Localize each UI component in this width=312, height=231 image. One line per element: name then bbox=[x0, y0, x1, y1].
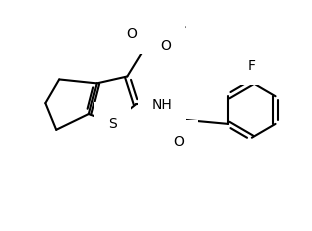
Text: F: F bbox=[248, 58, 256, 72]
Text: O: O bbox=[160, 39, 171, 53]
Text: NH: NH bbox=[152, 98, 172, 112]
Text: O: O bbox=[173, 134, 184, 148]
Text: S: S bbox=[108, 116, 117, 130]
Text: O: O bbox=[126, 27, 137, 41]
